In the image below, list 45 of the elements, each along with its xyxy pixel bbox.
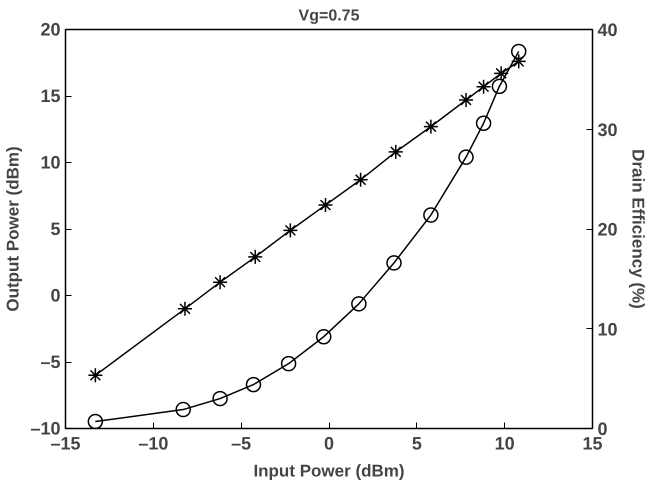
point [476,116,492,131]
y-tick-label: 15 [40,86,61,106]
point [476,78,492,94]
y-axis-title: Output Power (dBm) [3,146,22,312]
point [316,328,332,344]
y-tick-label: 5 [50,219,61,239]
point [212,390,228,406]
x-tick-label: –5 [231,434,252,454]
point [282,222,298,238]
point [318,197,334,213]
point [510,54,526,70]
point [280,356,296,372]
chart-title: Vg=0.75 [298,8,360,24]
point [212,274,228,290]
point [88,368,104,384]
point [247,249,263,265]
y-tick-label: 0 [50,286,61,306]
x-tick-label: 0 [324,434,334,454]
point [458,149,474,165]
point [386,255,402,271]
x-tick-label: 5 [412,434,422,454]
y-tick-label: –5 [40,352,61,372]
point [175,402,191,418]
point [388,144,404,160]
y-tick-label: 20 [40,20,61,40]
point [88,414,104,428]
x-tick-label: –10 [138,434,168,454]
point [351,296,367,312]
y2-tick-label: 40 [598,20,618,40]
point [458,92,474,108]
point [246,376,262,392]
point [352,172,368,188]
y-tick-label: 10 [40,152,61,172]
y2-tick-label: 30 [598,120,618,140]
point [423,118,439,134]
y2-tick-label: 20 [598,220,618,240]
y2-axis-title: Drain Efficiency (%) [628,149,648,309]
y2-tick-label: 10 [598,319,618,340]
x-axis-title: Input Power (dBm) [253,462,405,480]
point [510,44,526,60]
point [423,207,439,223]
point [177,301,193,317]
point [493,66,509,82]
x-tick-label: 10 [494,434,515,454]
point [492,78,508,94]
